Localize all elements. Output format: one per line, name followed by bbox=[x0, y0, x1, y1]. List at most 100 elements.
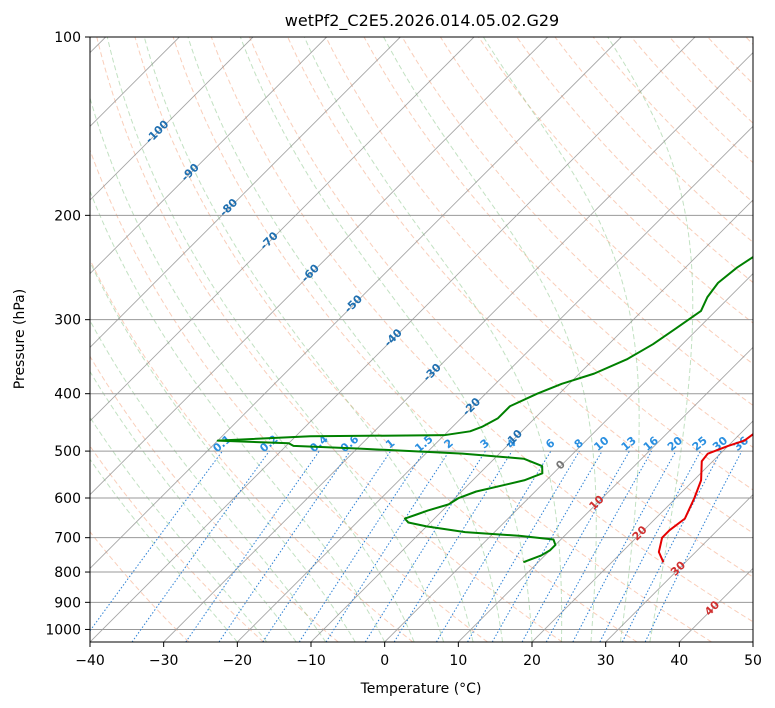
mixing-ratio-line bbox=[185, 450, 320, 642]
dry-adiabat-line bbox=[249, 37, 753, 578]
dry-adiabat-line bbox=[90, 258, 414, 642]
moist-adiabat-line bbox=[303, 37, 563, 642]
isotherm-line bbox=[310, 199, 753, 642]
y-tick-label: 300 bbox=[54, 313, 81, 329]
chart-title: wetPf2_C2E5.2026.014.05.02.G29 bbox=[285, 11, 559, 31]
x-tick-label: 40 bbox=[670, 653, 688, 669]
isotherm-line bbox=[90, 37, 401, 348]
y-tick-label: 800 bbox=[54, 565, 81, 581]
dewpoint-profile-line bbox=[216, 255, 753, 564]
dry-adiabat-line bbox=[516, 37, 753, 284]
dry-adiabat-line bbox=[134, 37, 638, 642]
y-tick-label: 100 bbox=[54, 30, 81, 46]
mixing-ratio-line bbox=[262, 450, 392, 642]
isotherm-line bbox=[90, 37, 475, 422]
dry-adiabat-line bbox=[90, 531, 190, 642]
dry-adiabat-label: -10 bbox=[502, 427, 525, 450]
dry-adiabat-label: -90 bbox=[179, 161, 202, 184]
x-tick-label: 20 bbox=[523, 653, 541, 669]
mixing-ratio-line bbox=[325, 450, 450, 642]
dry-adiabat-line bbox=[363, 37, 753, 448]
dry-adiabat-line bbox=[478, 37, 753, 324]
x-tick-label: −40 bbox=[75, 653, 105, 669]
y-tick-label: 600 bbox=[54, 491, 81, 507]
mixing-ratio-line bbox=[90, 450, 223, 632]
y-tick-label: 700 bbox=[54, 531, 81, 547]
mixing-ratio-line bbox=[435, 450, 552, 642]
isotherm-line bbox=[384, 273, 753, 642]
mixing-ratio-line bbox=[545, 450, 653, 642]
dry-adiabat-line bbox=[745, 37, 753, 46]
y-tick-label: 1000 bbox=[45, 622, 81, 638]
dry-adiabat-label: 40 bbox=[702, 598, 722, 618]
mixing-ratio-line bbox=[521, 450, 630, 642]
mixing-ratio-line bbox=[393, 450, 513, 642]
moist-adiabat-line bbox=[90, 189, 386, 642]
dry-adiabat-label: 20 bbox=[630, 523, 650, 543]
dry-adiabat-line bbox=[96, 37, 563, 642]
dry-adiabat-label: -20 bbox=[460, 395, 483, 418]
isotherm-line bbox=[605, 494, 753, 642]
moist-adiabat-line bbox=[383, 37, 597, 642]
dry-adiabat-label: 10 bbox=[587, 492, 607, 512]
x-axis-label: Temperature (°C) bbox=[360, 681, 482, 697]
moist-adiabat-line bbox=[90, 416, 268, 642]
isotherm-line bbox=[237, 125, 753, 642]
dry-adiabat-line bbox=[439, 37, 753, 365]
plot-frame bbox=[89, 36, 754, 643]
y-tick-label: 500 bbox=[54, 444, 81, 460]
moist-adiabat-line bbox=[90, 260, 356, 642]
mixing-ratio-line bbox=[131, 450, 270, 642]
mixing-ratio-line bbox=[621, 450, 722, 642]
isotherm-line bbox=[458, 346, 753, 642]
moist-adiabat-line bbox=[239, 37, 533, 642]
mixing-ratio-label: 6 bbox=[543, 436, 557, 451]
y-tick-label: 900 bbox=[54, 595, 81, 611]
x-tick-label: 10 bbox=[449, 653, 467, 669]
dry-adiabat-label: 30 bbox=[668, 558, 688, 578]
dry-adiabat-line bbox=[669, 37, 753, 124]
moist-adiabat-line bbox=[90, 319, 327, 642]
dry-adiabat-label: -100 bbox=[143, 117, 172, 146]
dry-adiabat-label: 0 bbox=[553, 457, 568, 472]
isotherm-line bbox=[90, 37, 254, 201]
mixing-ratio-label: 0.1 bbox=[211, 433, 234, 455]
moist-adiabat-line bbox=[482, 37, 640, 642]
y-axis-label: Pressure (hPa) bbox=[12, 289, 28, 389]
x-tick-label: −20 bbox=[223, 653, 253, 669]
dry-adiabat-line bbox=[90, 445, 264, 642]
dry-adiabat-label: -40 bbox=[382, 326, 405, 349]
dry-adiabat-line bbox=[287, 37, 753, 534]
isotherm-line bbox=[90, 37, 622, 569]
mixing-ratio-line bbox=[599, 450, 701, 642]
dry-adiabat-line bbox=[90, 148, 488, 642]
moist-adiabat-line bbox=[106, 37, 445, 642]
mixing-ratio-line bbox=[644, 450, 743, 642]
dry-adiabat-line bbox=[401, 37, 753, 406]
x-tick-label: 0 bbox=[380, 653, 389, 669]
moist-adiabat-line bbox=[143, 37, 474, 642]
isotherm-line bbox=[679, 567, 753, 642]
dry-adiabat-line bbox=[210, 37, 753, 623]
dry-adiabat-label: -60 bbox=[299, 261, 322, 284]
dry-adiabat-line bbox=[325, 37, 753, 491]
x-tick-label: −30 bbox=[149, 653, 179, 669]
dry-adiabat-label: -50 bbox=[342, 292, 365, 315]
isotherm-line bbox=[163, 52, 753, 642]
dry-adiabat-line bbox=[554, 37, 753, 243]
dry-adiabat-label: -70 bbox=[258, 229, 281, 252]
x-tick-label: 30 bbox=[597, 653, 615, 669]
mixing-ratio-line bbox=[572, 450, 677, 642]
moist-adiabat-line bbox=[90, 458, 238, 642]
y-tick-label: 400 bbox=[54, 387, 81, 403]
isotherm-line bbox=[752, 641, 753, 642]
mixing-ratio-line bbox=[218, 450, 351, 642]
mixing-ratio-line bbox=[364, 450, 486, 642]
mixing-ratio-line bbox=[298, 450, 425, 642]
y-tick-label: 200 bbox=[54, 208, 81, 224]
isotherm-line bbox=[90, 37, 327, 275]
moist-adiabat-line bbox=[607, 37, 694, 642]
moist-adiabat-line bbox=[187, 37, 504, 642]
temperature-profile-line bbox=[657, 432, 753, 563]
